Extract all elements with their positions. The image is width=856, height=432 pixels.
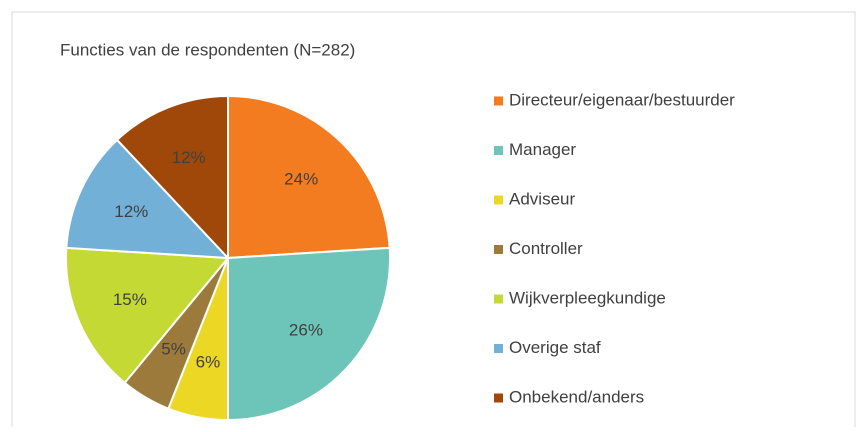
- legend-swatch: [494, 344, 503, 353]
- chart-title: Functies van de respondenten (N=282): [60, 40, 355, 59]
- data-label: 15%: [113, 290, 147, 309]
- data-label: 6%: [196, 353, 221, 372]
- legend-swatch: [494, 393, 503, 403]
- legend-swatch: [494, 195, 503, 205]
- pie-slice: [227, 246, 391, 422]
- legend-label: Manager: [509, 140, 576, 159]
- data-label: 12%: [114, 202, 148, 221]
- legend-label: Wijkverpleegkundige: [509, 288, 666, 307]
- chart-border: [11, 11, 856, 427]
- data-label: 26%: [289, 321, 323, 340]
- legend-swatch: [494, 96, 503, 106]
- pie-slice: [115, 94, 229, 261]
- legend-swatch: [494, 245, 503, 254]
- legend-label: Controller: [509, 239, 583, 258]
- legend-label: Overige staf: [509, 338, 601, 357]
- legend-label: Adviseur: [509, 189, 575, 208]
- legend-swatch: [494, 294, 503, 304]
- legend-label: Directeur/eigenaar/bestuurder: [509, 90, 735, 109]
- pie-slice: [65, 138, 231, 260]
- pie-slice: [227, 94, 391, 260]
- pie-slice: [65, 246, 231, 385]
- legend-label: Onbekend/anders: [509, 387, 644, 406]
- data-label: 12%: [172, 148, 206, 167]
- legend-swatch: [494, 146, 503, 155]
- data-label: 5%: [161, 340, 186, 359]
- data-label: 24%: [284, 170, 318, 189]
